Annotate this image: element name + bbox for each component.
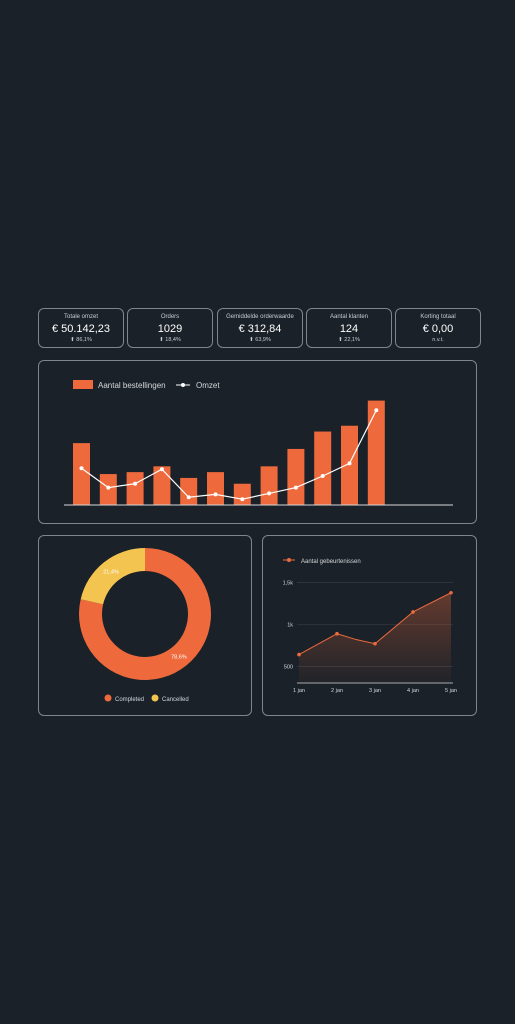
events-area-chart: Aantal gebeurtenissen 500 1k 1,5k 1 jan 2 j… (283, 558, 457, 694)
legend-swatch-cancelled (151, 694, 159, 702)
kpi-value: € 312,84 (238, 323, 282, 335)
revenue-line (81, 409, 377, 500)
order-status-donut-chart: 78,6% 21,4% Completed Cancelled (79, 548, 211, 703)
area-point-5 (411, 610, 415, 614)
revenue-point-12 (374, 408, 379, 413)
kpi-label: Korting totaal (420, 314, 456, 320)
bar-7 (233, 483, 251, 505)
y-tick-label: 500 (284, 664, 293, 670)
bar-1 (73, 443, 90, 505)
donut-label-completed: 78,6% (171, 655, 187, 661)
revenue-point-1 (79, 466, 84, 471)
area-point-1 (297, 652, 301, 657)
legend-swatch-events-dot (287, 558, 291, 562)
kpi-value: € 0,00 (422, 323, 454, 335)
area-point-6 (449, 590, 453, 595)
kpi-label: Gemiddelde orderwaarde (226, 314, 294, 320)
kpi-change: ⬆ 22,1% (338, 337, 360, 343)
revenue-point-8 (267, 491, 272, 496)
donut-slice-completed (79, 548, 211, 680)
area-points (297, 590, 453, 657)
donut-label-cancelled: 21,4% (103, 569, 119, 575)
area-point-4 (373, 641, 377, 646)
x-tick-label: 3 jan (369, 688, 381, 694)
order-status-donut-card: 78,6% 21,4% Completed Cancelled (38, 535, 252, 716)
y-tick-label: 1k (287, 623, 293, 629)
revenue-point-6 (213, 492, 218, 497)
legend-swatch-revenue-dot (181, 383, 185, 387)
donut-slice-cancelled (80, 548, 145, 605)
bar-12 (367, 400, 385, 505)
revenue-point-5 (186, 495, 191, 500)
bar-10 (314, 431, 332, 505)
kpi-change: n.v.t. (432, 337, 444, 343)
orders-revenue-chart: Aantal bestellingen Omzet (64, 380, 453, 506)
area-fill (299, 592, 451, 683)
kpi-card-customers: Aantal klanten 124 ⬆ 22,1% (306, 308, 392, 348)
legend-label-revenue: Omzet (196, 381, 220, 390)
y-axis-ticks: 500 1k 1,5k (283, 581, 294, 671)
legend-label-orders: Aantal bestellingen (98, 381, 166, 390)
kpi-card-discount-total: Korting totaal € 0,00 n.v.t. (395, 308, 481, 348)
x-tick-label: 5 jan (445, 688, 457, 694)
y-tick-label: 1,5k (283, 581, 294, 587)
revenue-point-11 (347, 461, 352, 466)
donut-data-labels: 78,6% 21,4% (103, 569, 187, 660)
donut-slices (79, 548, 211, 680)
x-tick-label: 2 jan (331, 688, 343, 694)
orders-revenue-chart-card: Aantal bestellingen Omzet (38, 360, 477, 524)
revenue-point-2 (106, 485, 111, 490)
bar-6 (207, 472, 224, 505)
kpi-value: 124 (339, 323, 359, 335)
area-line (298, 592, 452, 656)
legend-label-cancelled: Cancelled (162, 697, 189, 703)
bar-8 (260, 466, 278, 505)
legend-label-events: Aantal gebeurtenissen (301, 559, 361, 565)
bar-5 (180, 477, 198, 505)
revenue-point-3 (133, 481, 138, 486)
bar-3 (126, 472, 144, 505)
legend-label-completed: Completed (115, 697, 144, 703)
bar-series (73, 400, 385, 505)
revenue-point-4 (159, 467, 164, 472)
kpi-label: Orders (160, 314, 180, 320)
kpi-value: € 50.142,23 (51, 323, 111, 335)
x-axis-ticks: 1 jan 2 jan 3 jan 4 jan 5 jan (293, 688, 457, 694)
bar-4 (153, 466, 171, 505)
area-point-2 (335, 631, 339, 636)
bar-9 (287, 448, 305, 505)
kpi-change: ⬆ 86,1% (70, 337, 92, 343)
events-area-chart-card: Aantal gebeurtenissen 500 1k 1,5k 1 jan 2 j… (262, 535, 477, 716)
revenue-point-7 (240, 497, 245, 502)
kpi-card-total-revenue: Totale omzet € 50.142,23 ⬆ 86,1% (38, 308, 124, 348)
revenue-points (79, 408, 379, 502)
kpi-change: ⬆ 63,9% (249, 337, 271, 343)
revenue-point-9 (293, 485, 298, 490)
kpi-card-orders: Orders 1029 ⬆ 18,4% (127, 308, 213, 348)
kpi-label: Aantal klanten (329, 314, 369, 320)
kpi-card-average-order-value: Gemiddelde orderwaarde € 312,84 ⬆ 63,9% (217, 308, 303, 348)
x-tick-label: 4 jan (407, 688, 419, 694)
revenue-point-10 (320, 474, 325, 478)
legend-swatch-orders (73, 380, 93, 389)
x-tick-label: 1 jan (293, 688, 305, 694)
kpi-label: Totale omzet (63, 314, 99, 320)
legend-swatch-completed (104, 694, 112, 702)
kpi-value: 1029 (157, 323, 183, 335)
kpi-change: ⬆ 18,4% (159, 337, 181, 343)
